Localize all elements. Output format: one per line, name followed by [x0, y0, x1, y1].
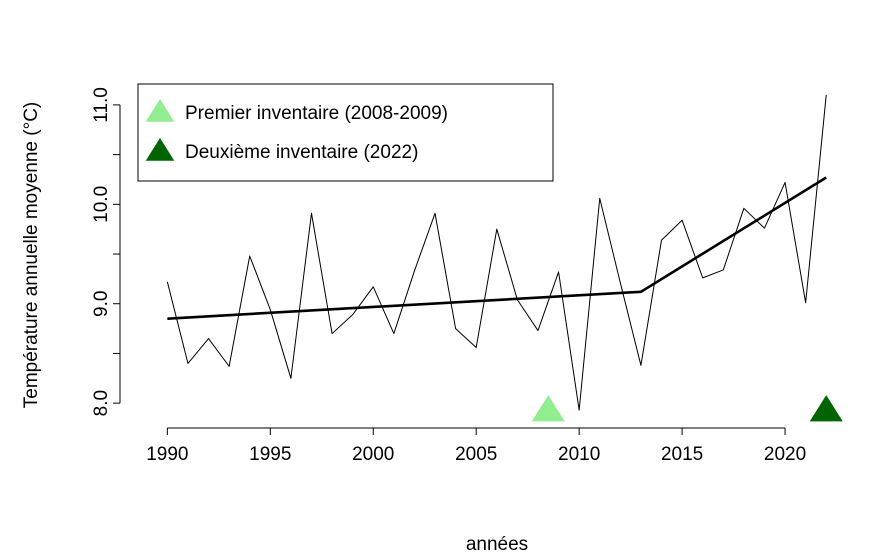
y-tick-label: 11.0: [91, 87, 112, 123]
line-series: [167, 176, 827, 320]
y-tick-label: 9.0: [91, 291, 112, 317]
x-tick-label: 2010: [558, 444, 600, 465]
x-tick-label: 1990: [146, 444, 188, 465]
x-tick-label: 2020: [764, 444, 806, 465]
x-axis-label: années: [466, 534, 528, 555]
legend-box: [137, 83, 554, 182]
y-tick-label: 8.0: [91, 390, 112, 416]
marker-triangle: [809, 395, 843, 422]
legend-label: Premier inventaire (2008-2009): [185, 103, 448, 124]
legend-label: Deuxième inventaire (2022): [185, 142, 418, 163]
y-axis-label: Température annuelle moyenne (°C): [21, 102, 42, 408]
y-tick-label: 10.0: [91, 186, 112, 223]
marker-triangle: [531, 395, 565, 422]
x-tick-label: 2000: [352, 444, 394, 465]
line-series: [166, 94, 827, 411]
x-tick-label: 1995: [249, 444, 291, 465]
x-tick-label: 2015: [661, 444, 703, 465]
legend-symbol: [145, 138, 175, 161]
legend-symbol: [145, 99, 175, 122]
x-tick-label: 2005: [455, 444, 497, 465]
